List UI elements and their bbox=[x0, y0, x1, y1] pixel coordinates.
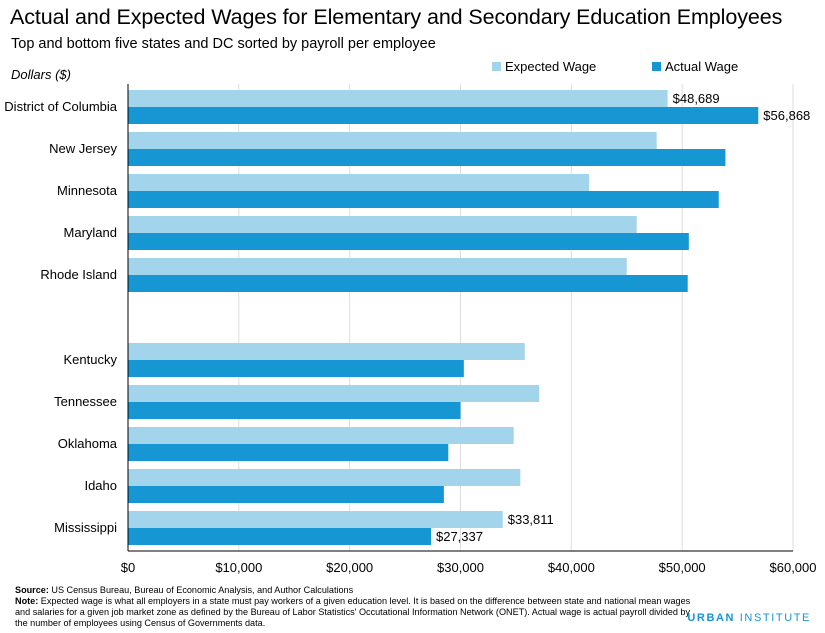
source-label: Source: bbox=[15, 585, 49, 595]
category-label: Idaho bbox=[84, 478, 117, 493]
bar-oklahoma-expected bbox=[128, 427, 514, 444]
x-tick-label: $60,000 bbox=[770, 560, 817, 575]
category-label: Mississippi bbox=[54, 520, 117, 535]
bar-kentucky-expected bbox=[128, 343, 525, 360]
bar-district-of-columbia-actual bbox=[128, 107, 759, 124]
x-tick-label: $0 bbox=[121, 560, 135, 575]
x-tick-label: $30,000 bbox=[437, 560, 484, 575]
units-label: Dollars ($) bbox=[11, 67, 71, 82]
bar-district-of-columbia-expected bbox=[128, 90, 668, 107]
bar-kentucky-actual bbox=[128, 360, 464, 377]
legend-label-actual: Actual Wage bbox=[665, 59, 739, 74]
source-line: Source: US Census Bureau, Bureau of Econ… bbox=[15, 585, 705, 596]
legend-item-actual: Actual Wage bbox=[652, 59, 738, 74]
x-tick-label: $40,000 bbox=[548, 560, 595, 575]
note-label: Note: bbox=[15, 596, 39, 606]
data-label: $33,811 bbox=[508, 512, 554, 527]
bar-maryland-actual bbox=[128, 233, 689, 250]
category-label: New Jersey bbox=[49, 141, 117, 156]
urban-institute-logo: URBAN INSTITUTE bbox=[687, 612, 811, 624]
x-tick-label: $20,000 bbox=[326, 560, 373, 575]
bar-rhode-island-expected bbox=[128, 258, 627, 275]
category-label: District of Columbia bbox=[4, 99, 117, 114]
bar-minnesota-actual bbox=[128, 191, 719, 208]
source-text: US Census Bureau, Bureau of Economic Ana… bbox=[51, 585, 354, 595]
bar-mississippi-expected bbox=[128, 511, 503, 528]
legend-swatch-expected bbox=[492, 62, 501, 71]
x-tick-label: $50,000 bbox=[659, 560, 706, 575]
bar-minnesota-expected bbox=[128, 174, 590, 191]
legend-label-expected: Expected Wage bbox=[505, 59, 597, 74]
x-tick-label: $10,000 bbox=[215, 560, 262, 575]
chart-subtitle: Top and bottom five states and DC sorted… bbox=[11, 36, 436, 52]
bar-tennessee-expected bbox=[128, 385, 540, 402]
legend-swatch-actual bbox=[652, 62, 661, 71]
bar-idaho-expected bbox=[128, 469, 521, 486]
category-label: Kentucky bbox=[64, 352, 118, 367]
category-label: Oklahoma bbox=[58, 436, 118, 451]
data-label: $27,337 bbox=[436, 529, 483, 544]
chart-title: Actual and Expected Wages for Elementary… bbox=[10, 5, 783, 29]
data-label: $48,689 bbox=[673, 91, 720, 106]
footer-notes: Source: US Census Bureau, Bureau of Econ… bbox=[15, 585, 705, 629]
note-line: Note: Expected wage is what all employer… bbox=[15, 596, 705, 629]
category-label: Maryland bbox=[64, 225, 117, 240]
note-text: Expected wage is what all employers in a… bbox=[15, 596, 691, 628]
bar-new-jersey-expected bbox=[128, 132, 657, 149]
bar-rhode-island-actual bbox=[128, 275, 688, 292]
legend-item-expected: Expected Wage bbox=[492, 59, 596, 74]
data-label: $56,868 bbox=[763, 108, 810, 123]
bar-tennessee-actual bbox=[128, 402, 461, 419]
bar-mississippi-actual bbox=[128, 528, 431, 545]
logo-rest: INSTITUTE bbox=[735, 612, 811, 624]
category-label: Minnesota bbox=[57, 183, 118, 198]
bar-new-jersey-actual bbox=[128, 149, 726, 166]
bar-idaho-actual bbox=[128, 486, 444, 503]
category-label: Tennessee bbox=[54, 394, 117, 409]
category-label: Rhode Island bbox=[40, 267, 117, 282]
bar-maryland-expected bbox=[128, 216, 637, 233]
bar-oklahoma-actual bbox=[128, 444, 449, 461]
logo-bold: URBAN bbox=[687, 612, 736, 624]
